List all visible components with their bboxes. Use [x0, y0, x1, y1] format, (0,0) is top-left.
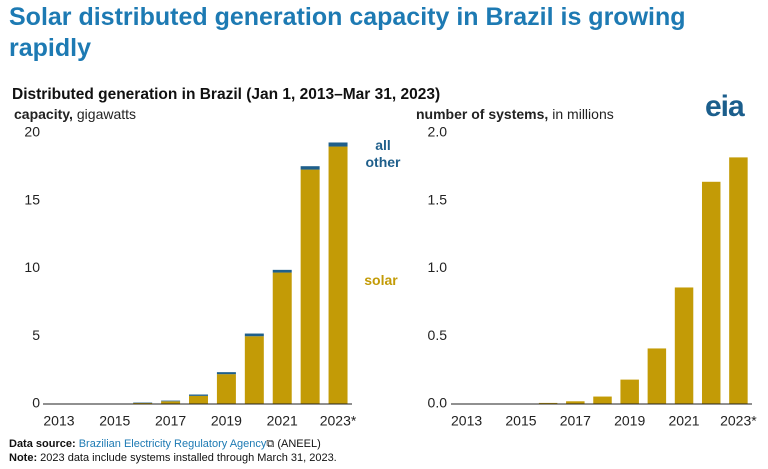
y-tick-label: 10 — [24, 259, 40, 275]
y-axis-label-rest: gigawatts — [77, 106, 136, 122]
bar — [593, 396, 612, 404]
legend-label: solar — [364, 272, 398, 288]
title: Solar distributed generation capacity in… — [9, 3, 686, 62]
bar-segment — [216, 372, 236, 375]
source: Data source: Brazilian Electricity Regul… — [9, 438, 321, 450]
bar-segment — [161, 400, 181, 402]
bar-segment — [328, 146, 348, 405]
bar-segment — [300, 169, 320, 404]
bar-segment — [216, 374, 236, 404]
x-tick-label: 2017 — [155, 413, 186, 429]
y-tick-label: 0.0 — [428, 395, 448, 411]
bar-segment — [244, 336, 264, 404]
bar-segment — [272, 269, 292, 273]
source-label: Data source: — [9, 438, 76, 450]
logo: eia — [705, 90, 745, 123]
note-label: Note: — [9, 452, 38, 464]
y-axis-label-rest: in millions — [552, 106, 613, 122]
bar-segment — [328, 142, 348, 147]
bar — [538, 402, 558, 404]
bar — [566, 401, 585, 404]
x-tick-label: 2023* — [720, 413, 757, 429]
y-tick-label: 2.0 — [428, 124, 448, 140]
x-tick-label: 2021 — [668, 413, 699, 429]
y-axis-label: capacity, gigawatts — [14, 106, 136, 122]
x-tick-label: 2013 — [451, 413, 482, 429]
y-axis-label-bold: capacity, — [14, 106, 73, 122]
bar — [701, 181, 721, 404]
y-axis-label: number of systems, in millions — [416, 106, 614, 122]
x-tick-label: 2021 — [267, 413, 298, 429]
bar-segment — [300, 166, 320, 170]
bar-segment — [133, 402, 153, 404]
y-tick-label: 1.5 — [428, 191, 448, 207]
bar — [674, 287, 694, 404]
note: Note: 2023 data include systems installe… — [9, 451, 337, 465]
bar-segment — [161, 401, 181, 404]
x-tick-label: 2019 — [211, 413, 242, 429]
source-link[interactable]: Brazilian Electricity Regulatory Agency — [78, 438, 267, 450]
note-text: 2023 data include systems installed thro… — [40, 452, 337, 464]
y-tick-label: 15 — [24, 191, 40, 207]
bar-segment — [272, 272, 292, 404]
bar-segment — [244, 333, 264, 337]
y-tick-label: 0.5 — [428, 327, 448, 343]
x-tick-label: 2013 — [43, 413, 74, 429]
bar — [620, 379, 639, 404]
y-tick-label: 20 — [24, 124, 40, 140]
y-tick-label: 5 — [32, 327, 40, 343]
x-tick-label: 2019 — [614, 413, 645, 429]
bar — [647, 348, 667, 404]
x-tick-label: 2017 — [560, 413, 591, 429]
y-tick-label: 0 — [32, 395, 40, 411]
x-tick-label: 2015 — [99, 413, 130, 429]
bar — [729, 157, 748, 404]
bar-segment — [189, 395, 208, 404]
x-tick-label: 2023* — [320, 413, 357, 429]
x-tick-label: 2015 — [505, 413, 536, 429]
legend-label: all other — [365, 137, 401, 170]
y-tick-label: 1.0 — [428, 259, 448, 275]
source-suffix: (ANEEL) — [277, 438, 321, 450]
footer: Data source: Brazilian Electricity Regul… — [9, 437, 337, 465]
subtitle: Distributed generation in Brazil (Jan 1,… — [12, 86, 441, 103]
y-axis-label-bold: number of systems, — [416, 106, 548, 122]
bar-segment — [189, 394, 208, 396]
